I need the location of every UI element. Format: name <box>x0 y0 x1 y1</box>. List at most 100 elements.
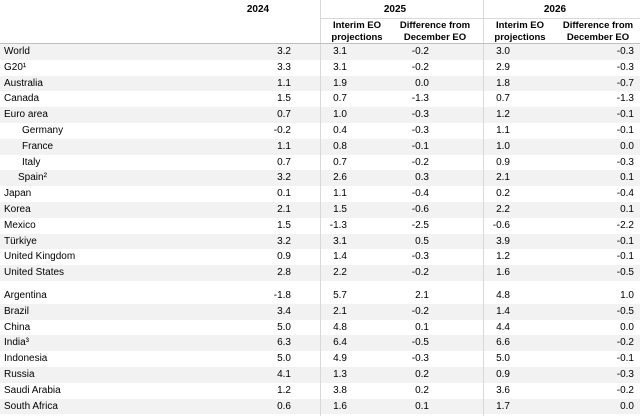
header-rule <box>0 43 640 44</box>
cell-value: 2.9 <box>496 61 510 73</box>
row-label: Saudi Arabia <box>4 384 61 396</box>
cell-value: 0.6 <box>277 400 291 412</box>
cell-value: -0.2 <box>411 61 429 73</box>
cell-value: 0.2 <box>415 369 429 380</box>
cell-value: -0.4 <box>411 188 429 200</box>
cell-value: 1.6 <box>496 267 510 279</box>
row-label: Mexico <box>4 219 36 231</box>
cell-value: 0.0 <box>620 400 634 412</box>
cell-value: -0.2 <box>616 384 634 396</box>
cell-value: 1.3 <box>333 369 347 380</box>
cell-value: -0.5 <box>616 305 634 317</box>
cell-value: -0.2 <box>273 125 291 136</box>
year-header: 2026 <box>543 4 567 15</box>
cell-value: -0.1 <box>616 235 634 247</box>
cell-value: 5.0 <box>277 353 291 365</box>
cell-value: 0.2 <box>415 384 429 396</box>
column-divider <box>483 0 484 416</box>
cell-value: 3.1 <box>333 61 347 73</box>
cell-value: 1.5 <box>277 93 291 105</box>
cell-value: 3.1 <box>333 235 347 247</box>
cell-value: 4.9 <box>333 353 347 365</box>
row-label: Italy <box>22 156 41 168</box>
cell-value: -0.2 <box>411 46 429 57</box>
cell-value: 1.5 <box>277 219 291 231</box>
cell-value: 2.1 <box>333 305 347 317</box>
row-label: Argentina <box>4 290 47 301</box>
cell-value: 0.2 <box>496 188 510 200</box>
cell-value: 3.2 <box>277 46 291 57</box>
cell-value: -0.2 <box>616 337 634 349</box>
cell-value: 5.0 <box>496 353 510 365</box>
cell-value: -0.3 <box>616 369 634 380</box>
row-label: India³ <box>4 337 30 349</box>
cell-value: -0.3 <box>411 125 429 136</box>
cell-value: 3.0 <box>496 46 510 57</box>
cell-value: 1.9 <box>333 77 347 89</box>
cell-value: 0.7 <box>277 109 291 121</box>
cell-value: 6.6 <box>496 337 510 349</box>
year-header: 2025 <box>383 4 407 15</box>
cell-value: 4.1 <box>277 369 291 380</box>
cell-value: -0.2 <box>411 156 429 168</box>
cell-value: 3.9 <box>496 235 510 247</box>
cell-value: 2.2 <box>496 204 510 215</box>
cell-value: 3.4 <box>277 305 291 317</box>
year-header: 2024 <box>246 4 270 15</box>
cell-value: -0.3 <box>616 61 634 73</box>
cell-value: -1.8 <box>273 290 291 301</box>
cell-value: -1.3 <box>616 93 634 105</box>
cell-value: 1.1 <box>277 77 291 89</box>
cell-value: -0.7 <box>616 77 634 89</box>
cell-value: 2.1 <box>415 290 429 301</box>
cell-value: 1.0 <box>620 290 634 301</box>
row-label: Indonesia <box>4 353 48 365</box>
row-label: France <box>22 140 54 152</box>
cell-value: 0.7 <box>333 156 347 168</box>
cell-value: -0.1 <box>616 109 634 121</box>
cell-value: 2.1 <box>277 204 291 215</box>
cell-value: -0.1 <box>616 251 634 263</box>
cell-value: -0.1 <box>616 125 634 136</box>
cell-value: 0.1 <box>415 400 429 412</box>
cell-value: 0.5 <box>415 235 429 247</box>
cell-value: 0.1 <box>277 188 291 200</box>
cell-value: 4.8 <box>496 290 510 301</box>
cell-value: 6.4 <box>333 337 347 349</box>
cell-value: 5.7 <box>333 290 347 301</box>
cell-value: 0.3 <box>415 172 429 184</box>
cell-value: 0.1 <box>620 172 634 184</box>
cell-value: 1.6 <box>333 400 347 412</box>
cell-value: 3.2 <box>277 235 291 247</box>
cell-value: 0.7 <box>496 93 510 105</box>
cell-value: 2.6 <box>333 172 347 184</box>
cell-value: 1.0 <box>333 109 347 121</box>
row-label: Korea <box>4 204 31 215</box>
row-label: Canada <box>4 93 40 105</box>
cell-value: -0.3 <box>411 353 429 365</box>
cell-value: 1.4 <box>333 251 347 263</box>
cell-value: 0.7 <box>333 93 347 105</box>
cell-value: 3.2 <box>277 172 291 184</box>
cell-value: -0.6 <box>411 204 429 215</box>
row-label: Türkiye <box>4 235 37 247</box>
cell-value: 1.1 <box>333 188 347 200</box>
row-label: Euro area <box>4 109 48 121</box>
cell-value: -0.3 <box>411 251 429 263</box>
cell-value: -0.5 <box>411 337 429 349</box>
cell-value: 0.9 <box>277 251 291 263</box>
cell-value: -2.5 <box>411 219 429 231</box>
row-label: United Kingdom <box>4 251 76 263</box>
row-label: World <box>4 46 30 57</box>
cell-value: 0.0 <box>620 140 634 152</box>
cell-value: 6.3 <box>277 337 291 349</box>
cell-value: -1.3 <box>411 93 429 105</box>
cell-value: 1.2 <box>496 109 510 121</box>
cell-value: 2.2 <box>333 267 347 279</box>
column-header: Difference from December EO <box>399 20 471 43</box>
cell-value: -0.2 <box>411 305 429 317</box>
cell-value: 3.8 <box>333 384 347 396</box>
row-label: United States <box>4 267 65 279</box>
row-label: Japan <box>4 188 32 200</box>
